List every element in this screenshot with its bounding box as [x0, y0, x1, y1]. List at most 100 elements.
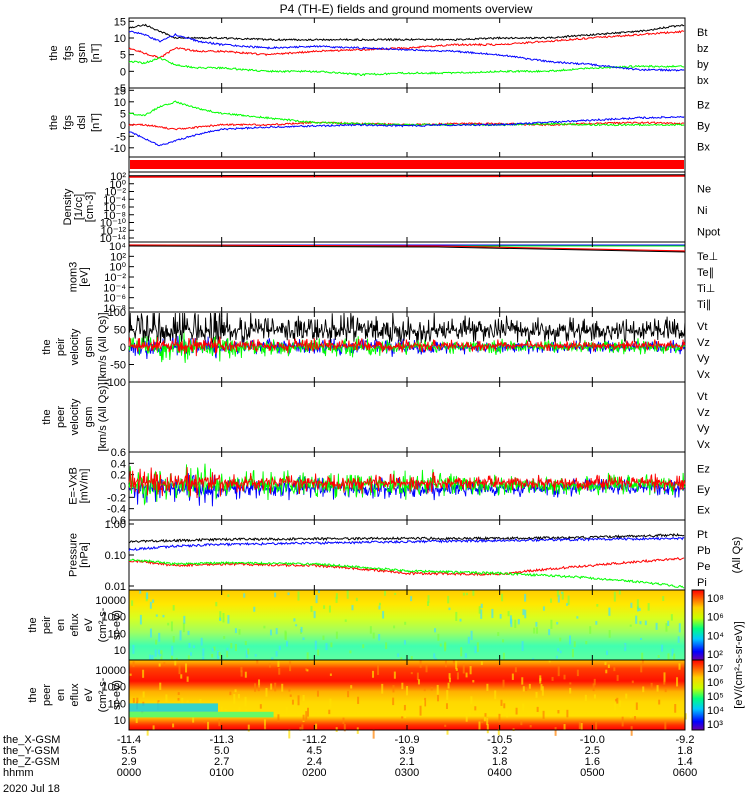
ylabel-line: velocity: [69, 328, 81, 365]
legend-Ti⊥: Ti⊥: [697, 283, 715, 295]
spectrogram-pixel: [459, 618, 462, 622]
spectrogram-pixel: [192, 717, 195, 723]
spectrogram-pixel: [393, 671, 396, 679]
spectrogram-pixel: [403, 704, 406, 711]
spectrogram-pixel: [329, 673, 332, 676]
ytick-label: 10⁴: [109, 241, 126, 253]
legend-Vt: Vt: [697, 321, 707, 333]
spectrogram-pixel: [401, 710, 404, 714]
spectrogram-pixel: [455, 668, 458, 671]
series-By: [128, 100, 685, 127]
spectrogram-pixel: [664, 720, 667, 730]
spectrogram-pixel: [542, 710, 545, 719]
spectrogram-pixel: [199, 699, 202, 703]
spectrogram-pixel: [278, 645, 281, 651]
spectrogram-pixel: [501, 593, 504, 602]
spectrogram-pixel: [151, 654, 154, 664]
ytick-label: 10⁻²: [104, 272, 126, 284]
ytick-label: 15: [114, 16, 126, 28]
xaxis-value: 3.9: [399, 745, 414, 757]
spectrogram-pixel: [172, 636, 175, 643]
spectrogram-pixel: [192, 645, 195, 649]
spectrogram-pixel: [211, 648, 214, 652]
spectrogram-pixel: [569, 682, 572, 685]
colorbar-tick: 10²: [707, 649, 723, 661]
spectrogram-pixel: [667, 653, 670, 661]
spectrogram-pixel: [305, 711, 308, 720]
spectrogram-pixel: [465, 713, 468, 722]
ytick-label: 10: [114, 645, 126, 657]
legend-Vt: Vt: [697, 391, 707, 403]
spectrogram-pixel: [625, 693, 628, 699]
ytick-label: 50: [114, 325, 126, 337]
spectrogram-pixel: [474, 706, 477, 711]
legend-Vz: Vz: [697, 407, 710, 419]
frame-fgs_dsl: [128, 87, 686, 158]
spectrogram-pixel: [578, 721, 581, 730]
spectrogram-pixel: [132, 644, 135, 654]
spectrogram-pixel: [571, 649, 574, 658]
legend-Pt: Pt: [697, 529, 707, 541]
ylabel-line: peer: [55, 406, 67, 428]
spectrogram-pixel: [328, 605, 331, 613]
xaxis-value: 0400: [487, 767, 511, 779]
ytick-label: 10⁰: [109, 179, 126, 191]
spectrogram-pixel: [165, 694, 168, 702]
spectrogram-pixel: [142, 691, 145, 698]
spectrogram-pixel: [509, 615, 512, 624]
spectrogram-pixel: [253, 606, 256, 612]
ytick-label: 10⁻⁴: [103, 194, 126, 206]
ylabel-line: gsm: [76, 43, 88, 64]
spectrogram-pixel: [274, 592, 277, 598]
ylabel-line: the: [41, 339, 53, 354]
spectrogram-pixel: [291, 699, 294, 705]
spectrogram-pixel: [638, 607, 641, 611]
spectrogram-pixel: [657, 655, 660, 659]
ytick-label: 0: [120, 481, 126, 493]
spectrogram-pixel: [437, 694, 440, 702]
panel-peir_velocity: the peir velocity gsm [km/s (All Qs)]100 50 0 -…: [41, 307, 710, 389]
spectrogram-pixel: [521, 677, 524, 685]
spectrogram-pixel: [539, 675, 542, 684]
spectrogram-pixel: [270, 683, 273, 690]
spectrogram-pixel: [642, 686, 645, 693]
spectrogram-pixel: [139, 590, 142, 594]
spectrogram-pixel: [275, 711, 278, 715]
xaxis-value: 0500: [580, 767, 604, 779]
spectrogram-pixel: [355, 597, 358, 602]
ytick-label: -50: [110, 360, 126, 372]
spectrogram-pixel: [630, 602, 633, 608]
spectrogram-pixel: [663, 680, 666, 685]
xaxis-value: 5.5: [121, 745, 136, 757]
spectrogram-pixel: [185, 663, 188, 673]
spectrogram-pixel: [629, 624, 632, 627]
spectrogram-pixel: [540, 684, 543, 691]
series-bx: [128, 30, 685, 72]
ylabel-line: eflux: [69, 613, 81, 637]
series-Pt: [128, 532, 685, 544]
spectrogram-pixel: [419, 705, 422, 716]
spectrogram-pixel: [160, 650, 163, 660]
ylabel-line: gsm: [83, 337, 95, 358]
ytick-label: 0: [120, 342, 126, 354]
xaxis-value: 1.6: [585, 756, 600, 768]
ylabel-line: peir: [55, 337, 67, 356]
spectrogram-pixel: [300, 626, 303, 633]
spectrogram-pixel: [302, 714, 305, 722]
spectrogram-pixel: [524, 593, 527, 602]
spectrogram-pixel: [223, 636, 226, 639]
spectrogram-pixel: [322, 635, 325, 641]
spectrogram-pixel: [227, 594, 230, 597]
spectrogram-pixel: [129, 673, 132, 676]
spectrogram-pixel: [238, 707, 241, 714]
ylabel-line: the: [27, 617, 39, 632]
spectrogram-pixel: [372, 729, 375, 739]
spectrogram-pixel: [172, 605, 175, 611]
spectrogram-pixel: [179, 630, 182, 641]
ylabel-line: the: [41, 409, 53, 424]
legend-Bz: Bz: [697, 100, 710, 112]
spectrogram-pixel: [497, 728, 500, 736]
xaxis-value: 2.1: [399, 756, 414, 768]
spectrogram-pixel: [563, 724, 566, 731]
ylabel-line: [nPa]: [79, 542, 91, 568]
